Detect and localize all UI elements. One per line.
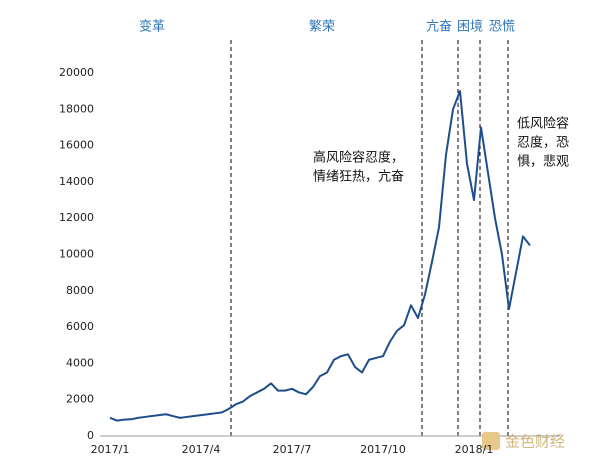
y-tick-label: 20000 xyxy=(59,66,94,79)
y-tick-label: 12000 xyxy=(59,211,94,224)
y-tick-label: 0 xyxy=(87,429,94,442)
y-tick-label: 16000 xyxy=(59,139,94,152)
y-tick-label: 2000 xyxy=(66,393,94,406)
y-tick-label: 18000 xyxy=(59,102,94,115)
phase-label: 困境 xyxy=(457,20,483,35)
x-tick-label: 2017/4 xyxy=(182,443,221,456)
annotation: 高风险容忍度， xyxy=(313,150,404,166)
x-tick-label: 2018/1 xyxy=(455,443,494,456)
price-line xyxy=(109,90,531,422)
phase-label: 恐慌 xyxy=(489,20,515,35)
y-tick-label: 14000 xyxy=(59,175,94,188)
y-tick-label: 10000 xyxy=(59,248,94,261)
annotation: 忍度，恐 xyxy=(517,135,569,151)
annotation: 情绪狂热，亢奋 xyxy=(313,169,404,185)
x-tick-label: 2017/7 xyxy=(273,443,312,456)
watermark: 金色财经 xyxy=(505,433,565,451)
watermark-icon xyxy=(482,432,500,450)
y-tick-label: 4000 xyxy=(66,356,94,369)
y-tick-label: 6000 xyxy=(66,320,94,333)
y-tick-label: 8000 xyxy=(66,284,94,297)
x-tick-label: 2017/10 xyxy=(360,443,406,456)
annotation: 低风险容 xyxy=(517,116,569,132)
phase-label: 繁荣 xyxy=(309,19,335,35)
phase-label: 亢奋 xyxy=(426,19,452,35)
x-tick-label: 2017/1 xyxy=(91,443,130,456)
phase-label: 变革 xyxy=(139,19,165,35)
annotation: 惧，悲观 xyxy=(517,154,569,170)
